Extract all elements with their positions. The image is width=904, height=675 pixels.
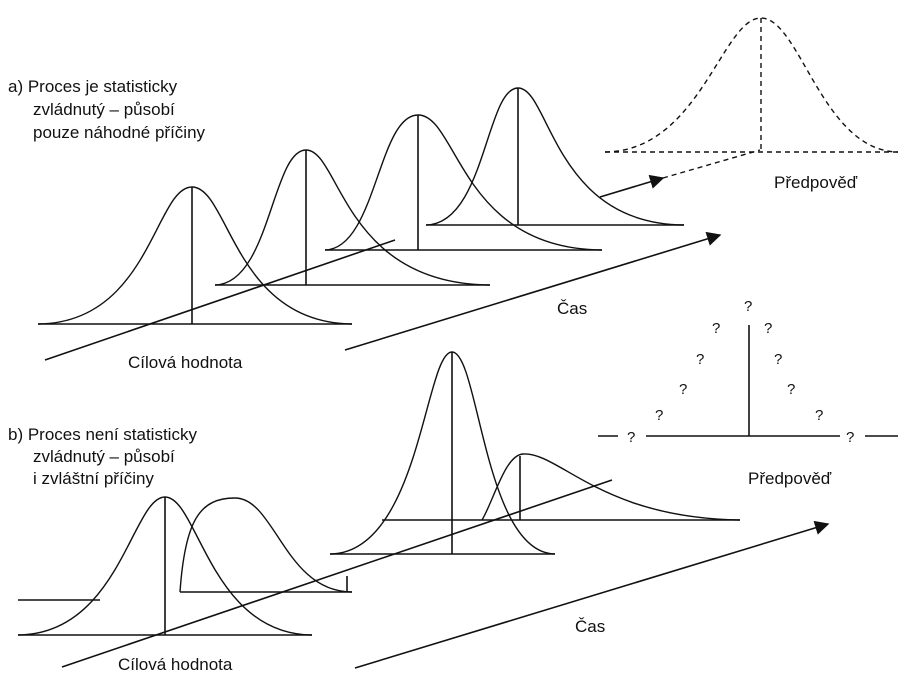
panel-a-forecast-arrow xyxy=(599,174,665,198)
unknown-mark: ? xyxy=(787,381,795,398)
unknown-mark: ? xyxy=(846,429,854,446)
panel-b: b) Proces není statisticky zvládnutý – p… xyxy=(8,298,898,674)
unknown-mark: ? xyxy=(744,298,752,315)
panel-b-unknown-forecast-marks: ? ? ? ? ? ? ? ? ? ? ? xyxy=(627,298,854,446)
unknown-mark: ? xyxy=(679,381,687,398)
panel-a-caption-line-3: pouze náhodné příčiny xyxy=(33,123,206,142)
panel-b-caption-line-2: zvládnutý – působí xyxy=(33,447,175,466)
unknown-mark: ? xyxy=(627,429,635,446)
unknown-mark: ? xyxy=(712,320,720,337)
panel-b-time-arrow xyxy=(354,520,830,669)
panel-a-forecast-label: Předpověď xyxy=(774,173,858,192)
panel-b-time-label: Čas xyxy=(575,617,605,636)
panel-a-distribution-4 xyxy=(425,87,685,226)
unknown-mark: ? xyxy=(815,407,823,424)
panel-a: a) Proces je statisticky zvládnutý – půs… xyxy=(8,17,899,372)
unknown-mark: ? xyxy=(764,320,772,337)
panel-a-caption-line-2: zvládnutý – působí xyxy=(33,100,175,119)
panel-b-distribution-2-shifted xyxy=(179,497,353,593)
panel-b-distribution-1 xyxy=(17,496,313,636)
panel-a-distribution-1 xyxy=(37,186,353,325)
panel-b-distribution-3-narrow xyxy=(329,351,556,555)
panel-b-caption-line-3: i zvláštní příčiny xyxy=(33,469,154,488)
panel-b-axis-line xyxy=(61,479,613,668)
panel-b-target-label: Cílová hodnota xyxy=(118,655,233,674)
panel-a-forecast-distribution xyxy=(604,17,899,153)
panel-b-distribution-4-skewed xyxy=(481,453,741,521)
panel-a-distribution-2 xyxy=(214,149,491,286)
panel-a-time-arrow xyxy=(344,231,722,351)
panel-a-distribution-3 xyxy=(324,114,603,251)
unknown-mark: ? xyxy=(696,351,704,368)
unknown-mark: ? xyxy=(655,407,663,424)
panel-a-target-label: Cílová hodnota xyxy=(128,353,243,372)
panel-b-caption-line-1: b) Proces není statisticky xyxy=(8,425,197,444)
panel-a-forecast-dashed-link xyxy=(662,149,761,179)
panel-a-axis-line xyxy=(44,239,396,361)
panel-b-forecast-label: Předpověď xyxy=(748,469,832,488)
panel-a-time-label: Čas xyxy=(557,299,587,318)
panel-a-caption-line-1: a) Proces je statisticky xyxy=(8,77,178,96)
unknown-mark: ? xyxy=(774,351,782,368)
